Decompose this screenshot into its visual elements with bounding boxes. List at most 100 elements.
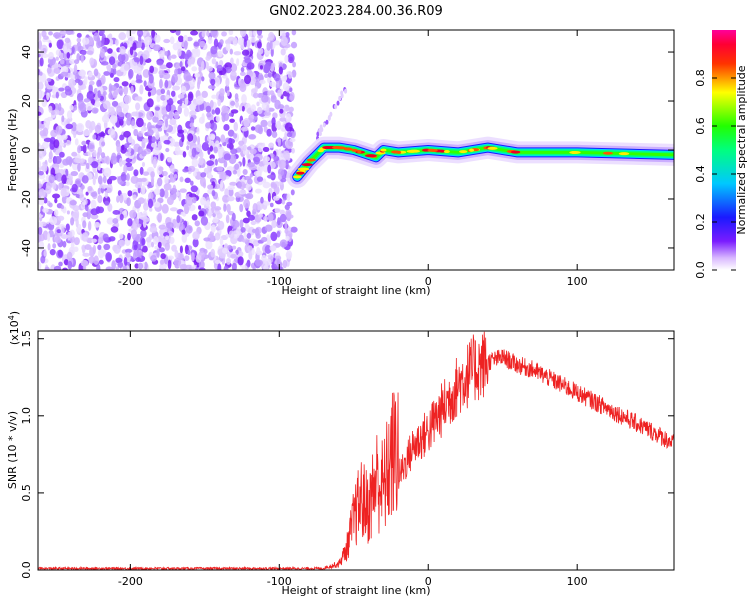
heatmap-speck: [291, 30, 297, 36]
heatmap-speck: [41, 163, 48, 173]
heatmap-speck: [152, 44, 161, 52]
heatmap-speck: [242, 157, 246, 167]
heatmap-speck: [110, 155, 118, 165]
heatmap-speck: [228, 188, 234, 197]
colorbar-tick-label: 0.8: [694, 69, 707, 87]
heatmap-speck: [227, 129, 235, 137]
heatmap-speck: [165, 94, 170, 100]
heatmap-speck: [89, 80, 95, 86]
heatmap-speck: [124, 248, 133, 254]
heatmap-speck: [39, 71, 43, 76]
heatmap-speck: [112, 63, 117, 70]
heatmap-speck: [129, 36, 133, 42]
heatmap-speck: [88, 30, 96, 33]
heatmap-speck: [169, 164, 175, 173]
heatmap-speck: [173, 174, 178, 179]
heatmap-speck: [129, 209, 137, 219]
heatmap-speck: [229, 48, 234, 55]
heatmap-speck: [217, 220, 225, 231]
heatmap-speck: [55, 91, 60, 99]
spectrogram-x-tick-label: 0: [425, 275, 432, 288]
heatmap-speck: [231, 245, 237, 250]
heatmap-speck: [248, 134, 256, 140]
heatmap-speck: [76, 145, 82, 154]
heatmap-speck: [84, 244, 92, 250]
heatmap-speck: [122, 103, 129, 112]
heatmap-speck: [169, 172, 174, 182]
heatmap-speck: [73, 63, 78, 74]
heatmap-speck: [113, 244, 121, 254]
signal-hotspot: [570, 150, 577, 154]
heatmap-speck: [186, 36, 193, 42]
heatmap-speck: [43, 137, 52, 143]
heatmap-speck: [277, 168, 285, 177]
heatmap-speck: [290, 226, 298, 233]
heatmap-speck: [269, 202, 274, 208]
heatmap-speck: [115, 257, 123, 264]
heatmap-speck: [217, 156, 226, 164]
heatmap-speck: [76, 37, 82, 43]
heatmap-speck: [169, 30, 177, 34]
heatmap-speck: [112, 217, 119, 224]
heatmap-speck: [243, 117, 250, 128]
heatmap-speck: [42, 141, 49, 149]
heatmap-speck: [194, 73, 201, 78]
heatmap-speck: [162, 100, 168, 106]
heatmap-speck: [189, 122, 194, 128]
signal-hotspot: [295, 171, 305, 175]
heatmap-speck: [246, 62, 255, 70]
sidelobe-speck: [334, 104, 338, 110]
heatmap-speck: [236, 181, 242, 189]
heatmap-speck: [147, 128, 154, 136]
heatmap-speck: [102, 100, 111, 110]
heatmap-speck: [180, 66, 186, 72]
heatmap-speck: [261, 236, 268, 243]
colorbar: 0.0 0.2 0.4 0.6 0.8 Normalized spectral ampl…: [694, 30, 748, 279]
heatmap-speck: [141, 150, 147, 157]
heatmap-speck: [198, 205, 202, 210]
heatmap-speck: [164, 79, 169, 89]
spectrogram-y-tick-label: 40: [20, 45, 33, 59]
heatmap-speck: [274, 266, 283, 270]
heatmap-speck: [270, 46, 274, 57]
spectrogram-heatmap: [38, 30, 674, 270]
heatmap-speck: [147, 134, 153, 143]
heatmap-speck: [98, 157, 102, 162]
heatmap-speck: [263, 111, 271, 116]
heatmap-speck: [158, 70, 165, 76]
heatmap-speck: [127, 136, 133, 144]
heatmap-speck: [263, 125, 268, 133]
heatmap-speck: [83, 76, 88, 86]
heatmap-speck: [107, 203, 113, 212]
signal-hotspot: [357, 150, 362, 154]
heatmap-speck: [78, 100, 85, 109]
heatmap-speck: [289, 56, 293, 61]
spectrogram-x-tick-label: 100: [567, 275, 588, 288]
heatmap-speck: [224, 66, 232, 74]
heatmap-speck: [240, 227, 246, 233]
heatmap-speck: [169, 118, 177, 126]
heatmap-speck: [285, 139, 294, 150]
heatmap-speck: [201, 142, 209, 152]
sidelobe-speck: [338, 95, 342, 101]
heatmap-speck: [205, 201, 211, 207]
heatmap-speck: [228, 30, 234, 36]
heatmap-speck: [179, 245, 183, 254]
heatmap-speck: [64, 37, 71, 44]
colorbar-ticks: 0.0 0.2 0.4 0.6 0.8: [694, 69, 736, 279]
heatmap-speck: [257, 144, 263, 153]
heatmap-speck: [263, 258, 272, 266]
heatmap-speck: [128, 68, 134, 79]
heatmap-speck: [200, 196, 207, 206]
heatmap-speck: [230, 57, 234, 65]
colorbar-tick-label: 0.0: [694, 261, 707, 279]
heatmap-speck: [102, 233, 109, 242]
heatmap-speck: [71, 151, 78, 157]
heatmap-speck: [191, 214, 198, 221]
heatmap-speck: [226, 143, 232, 149]
heatmap-speck: [254, 259, 263, 267]
heatmap-speck: [104, 189, 109, 199]
heatmap-speck: [211, 189, 216, 197]
heatmap-speck: [42, 207, 49, 213]
